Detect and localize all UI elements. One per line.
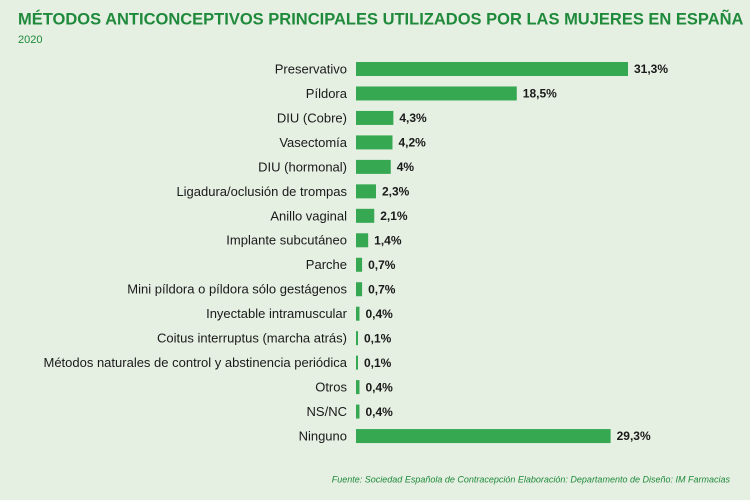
- value-label: 0,4%: [365, 380, 393, 394]
- bar: [356, 110, 394, 125]
- bar: [356, 429, 611, 444]
- bar: [356, 62, 628, 76]
- category-label: Coitus interruptus (marcha atrás): [157, 331, 347, 346]
- value-label: 0,1%: [364, 331, 392, 345]
- bar: [356, 331, 358, 346]
- category-label: Píldora: [306, 86, 348, 101]
- category-label: NS/NC: [307, 404, 347, 419]
- category-label: Implante subcutáneo: [226, 233, 347, 248]
- value-label: 4,2%: [398, 136, 426, 150]
- value-label: 2,3%: [382, 185, 410, 199]
- value-label: 1,4%: [374, 233, 402, 247]
- category-label: Parche: [306, 257, 347, 272]
- chart-subtitle: 2020: [18, 34, 42, 46]
- bar: [356, 257, 363, 272]
- value-label: 18,5%: [523, 87, 557, 101]
- bar: [356, 404, 360, 419]
- value-label: 0,4%: [365, 405, 393, 419]
- category-label: Inyectable intramuscular: [206, 306, 348, 321]
- value-label: 0,1%: [364, 356, 392, 370]
- category-label: DIU (hormonal): [258, 159, 347, 174]
- value-label: 31,3%: [634, 62, 668, 76]
- category-label: Otros: [315, 380, 347, 395]
- category-label: Anillo vaginal: [270, 208, 347, 223]
- category-label: Preservativo: [275, 61, 347, 76]
- bar: [356, 233, 369, 248]
- value-label: 4%: [397, 160, 415, 174]
- category-label: Vasectomía: [279, 135, 347, 150]
- bar: [356, 306, 360, 321]
- bar: [356, 208, 375, 223]
- chart-title: MÉTODOS ANTICONCEPTIVOS PRINCIPALES UTIL…: [18, 8, 744, 28]
- category-label: Mini píldora o píldora sólo gestágenos: [127, 282, 347, 297]
- bar: [356, 159, 391, 174]
- value-label: 0,7%: [368, 282, 396, 296]
- bar: [356, 86, 517, 101]
- source-note: Fuente: Sociedad Española de Contracepci…: [332, 474, 731, 484]
- bar: [356, 282, 363, 297]
- value-label: 0,7%: [368, 258, 396, 272]
- category-label: Métodos naturales de control y abstinenc…: [43, 355, 347, 370]
- value-label: 2,1%: [380, 209, 408, 223]
- category-label: Ninguno: [299, 428, 347, 443]
- bar: [356, 380, 360, 395]
- value-label: 0,4%: [365, 307, 393, 321]
- bar: [356, 355, 358, 370]
- bar: [356, 135, 393, 150]
- category-label: DIU (Cobre): [277, 110, 347, 125]
- value-label: 29,3%: [617, 429, 651, 443]
- category-label: Ligadura/oclusión de trompas: [176, 184, 347, 199]
- value-label: 4,3%: [399, 111, 427, 125]
- bar: [356, 184, 376, 199]
